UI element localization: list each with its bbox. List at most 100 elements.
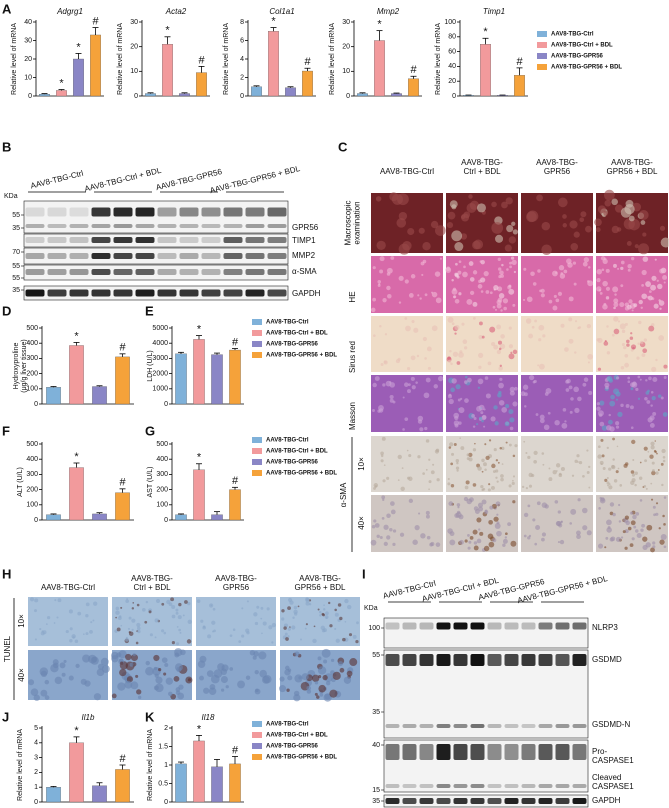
texture xyxy=(525,487,528,490)
texture xyxy=(573,386,579,393)
texture xyxy=(325,680,331,686)
band-label: GPR56 xyxy=(292,223,319,232)
lane-label: AAV8-TBG-GPR56 + BDL xyxy=(516,574,609,605)
texture xyxy=(328,601,331,605)
texture xyxy=(601,425,608,431)
texture xyxy=(586,471,590,474)
texture xyxy=(487,533,494,540)
texture xyxy=(608,467,612,471)
texture xyxy=(454,272,459,277)
texture xyxy=(553,294,557,298)
texture xyxy=(512,303,516,307)
legend-swatch xyxy=(252,341,262,347)
texture xyxy=(491,341,496,347)
band xyxy=(267,224,287,228)
texture xyxy=(424,357,427,360)
texture xyxy=(601,268,605,272)
error-bar xyxy=(119,488,126,493)
texture xyxy=(586,449,589,452)
texture xyxy=(527,455,531,460)
texture xyxy=(596,286,602,292)
texture xyxy=(501,263,504,267)
band xyxy=(487,622,502,630)
texture xyxy=(74,639,79,644)
y-tick-label: 30 xyxy=(130,19,138,26)
texture xyxy=(330,658,335,663)
texture xyxy=(471,413,475,418)
band-label: α-SMA xyxy=(292,267,317,276)
texture xyxy=(454,332,457,335)
texture xyxy=(503,306,507,311)
texture xyxy=(494,308,497,311)
texture xyxy=(597,205,606,214)
bar xyxy=(115,492,130,521)
y-tick-label: 10 xyxy=(130,68,138,75)
texture xyxy=(376,534,380,538)
texture xyxy=(657,283,663,290)
texture xyxy=(662,275,668,280)
texture xyxy=(615,425,620,429)
error-bar xyxy=(181,92,188,94)
texture xyxy=(455,511,462,518)
texture xyxy=(467,377,472,383)
texture xyxy=(425,439,430,443)
error-bar xyxy=(287,86,294,88)
y-tick-label: 0 xyxy=(164,799,168,806)
error-bar xyxy=(147,92,154,94)
band xyxy=(555,724,570,728)
texture xyxy=(149,633,153,637)
band xyxy=(69,253,89,259)
texture xyxy=(626,339,630,344)
texture xyxy=(498,366,503,371)
texture xyxy=(533,459,537,464)
y-tick-label: 80 xyxy=(448,34,456,41)
texture xyxy=(484,468,487,471)
texture xyxy=(481,419,484,423)
texture xyxy=(512,349,518,355)
texture xyxy=(663,496,667,499)
texture xyxy=(623,345,627,350)
texture xyxy=(447,482,451,486)
texture xyxy=(135,641,139,645)
texture xyxy=(447,359,452,363)
texture xyxy=(454,242,464,252)
kda-marker: 100 xyxy=(368,625,380,632)
texture xyxy=(655,358,658,362)
texture xyxy=(298,676,302,680)
texture xyxy=(419,427,424,432)
texture xyxy=(371,524,376,529)
texture xyxy=(92,619,95,622)
y-tick-label: 500 xyxy=(26,441,38,448)
y-tick-label: 10 xyxy=(24,74,32,81)
texture xyxy=(627,264,632,269)
texture xyxy=(617,267,620,270)
error-bar xyxy=(198,66,205,73)
y-axis-label: Relative level of mRNA xyxy=(11,23,18,95)
texture xyxy=(650,284,656,291)
texture xyxy=(631,478,636,483)
texture xyxy=(658,335,665,341)
texture xyxy=(651,461,655,465)
texture xyxy=(663,375,667,379)
texture xyxy=(508,443,512,447)
texture xyxy=(499,447,502,450)
texture xyxy=(603,341,609,346)
texture xyxy=(126,676,134,683)
texture xyxy=(642,348,648,354)
texture xyxy=(617,320,621,323)
error-bar xyxy=(119,353,126,357)
texture xyxy=(57,598,62,603)
texture xyxy=(339,667,345,673)
texture xyxy=(613,302,619,308)
band xyxy=(572,724,587,728)
error-bar xyxy=(96,385,103,387)
texture xyxy=(572,261,577,265)
error-bar xyxy=(214,352,220,355)
texture xyxy=(541,244,552,255)
texture xyxy=(541,532,547,537)
texture xyxy=(407,389,411,394)
texture xyxy=(531,325,535,329)
significance-mark: * xyxy=(197,723,202,735)
texture xyxy=(154,618,159,623)
band xyxy=(157,289,177,297)
